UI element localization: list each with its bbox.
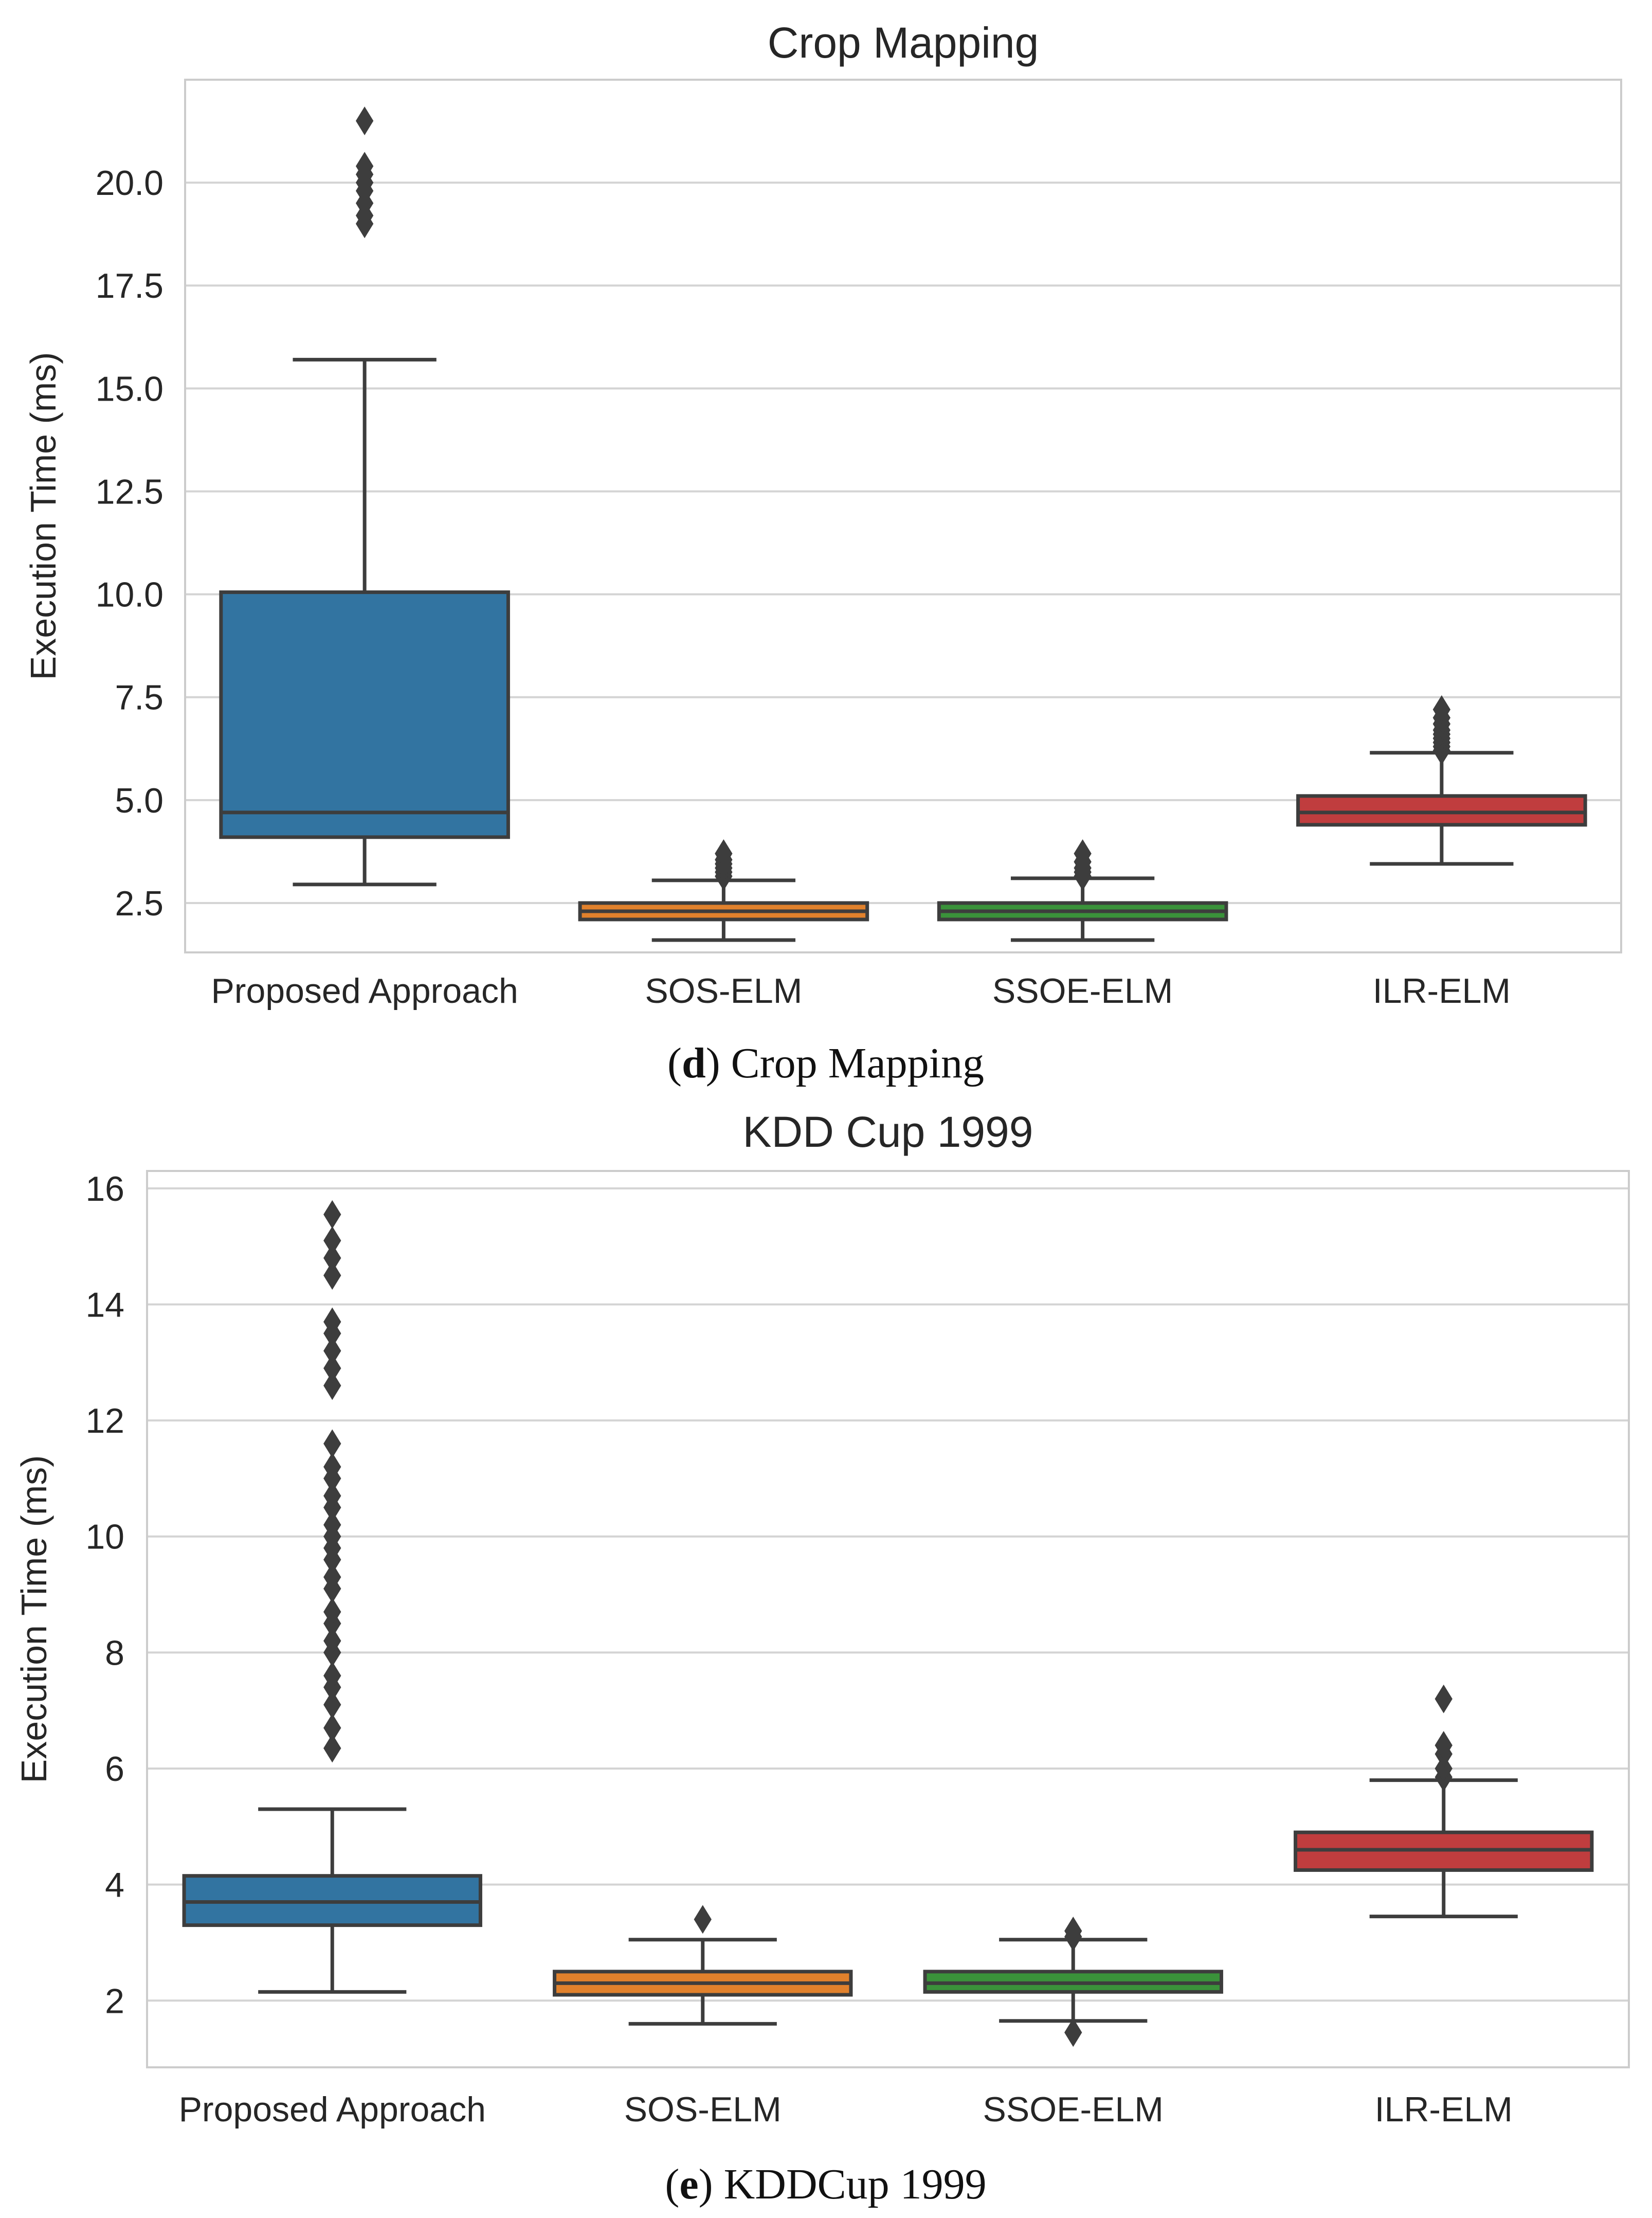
- outlier-point: [1435, 1730, 1453, 1760]
- outlier-point: [323, 1200, 341, 1229]
- y-tick-label: 4: [105, 1866, 124, 1905]
- outlier-point: [323, 1714, 341, 1742]
- chart-title: KDD Cup 1999: [743, 1108, 1033, 1156]
- outlier-point: [323, 1690, 341, 1719]
- outlier-point: [323, 1307, 341, 1337]
- x-tick-label: SSOE-ELM: [983, 2090, 1164, 2129]
- box-ilr-elm: [1294, 1684, 1594, 1919]
- outlier-point: [323, 1481, 341, 1510]
- outlier-point: [323, 1452, 341, 1482]
- y-tick-label: 7.5: [115, 678, 164, 717]
- y-tick-label: 17.5: [96, 266, 164, 305]
- outlier-point: [323, 1354, 341, 1383]
- outlier-point: [323, 1626, 341, 1655]
- y-axis-label: Execution Time (ms): [14, 1455, 54, 1783]
- box-proposed-approach: [219, 106, 510, 887]
- y-tick-label: 2.5: [115, 884, 164, 923]
- y-tick-label: 6: [105, 1750, 124, 1789]
- box-iqr: [219, 590, 510, 839]
- outlier-point: [355, 152, 374, 181]
- chart-title: Crop Mapping: [768, 19, 1039, 67]
- y-tick-label: 15.0: [96, 369, 164, 408]
- outlier-point: [1064, 2018, 1082, 2047]
- box-iqr: [1296, 794, 1587, 827]
- x-tick-label: SOS-ELM: [645, 971, 802, 1011]
- y-tick-label: 2: [105, 1981, 124, 2021]
- outlier-point: [1432, 695, 1451, 724]
- outlier-point: [323, 1226, 341, 1255]
- x-tick-label: Proposed Approach: [179, 2090, 486, 2129]
- y-tick-label: 8: [105, 1633, 124, 1672]
- box-ssoe-elm: [937, 839, 1228, 942]
- box-sos-elm: [578, 839, 869, 942]
- x-tick-label: ILR-ELM: [1375, 2090, 1513, 2129]
- outlier-point: [323, 1597, 341, 1627]
- x-tick-label: SSOE-ELM: [992, 971, 1173, 1011]
- panel-kdd-cup-1999: 2 4 6 8 10 12 14 16 Proposed Approach SOS-ELM SSOE…: [14, 1108, 1630, 2208]
- outlier-point: [323, 1371, 341, 1400]
- outlier-point: [323, 1510, 341, 1540]
- outlier-point: [323, 1336, 341, 1365]
- box-ssoe-elm: [923, 1916, 1223, 2047]
- outlier-point: [323, 1243, 341, 1273]
- y-axis-label: Execution Time (ms): [23, 352, 63, 680]
- outlier-point: [323, 1429, 341, 1458]
- y-tick-label: 20.0: [96, 164, 164, 203]
- y-tick-label: 10.0: [96, 575, 164, 615]
- outlier-point: [1435, 1754, 1453, 1783]
- figure-caption: (e) KDDCup 1999: [665, 2160, 986, 2208]
- outlier-point: [694, 1905, 712, 1934]
- outlier-point: [323, 1734, 341, 1763]
- box-proposed-approach: [182, 1200, 482, 1994]
- plot-frame: [184, 79, 1622, 953]
- y-tick-label: 5.0: [115, 781, 164, 820]
- y-tick-label: 12.5: [96, 472, 164, 511]
- outlier-point: [323, 1562, 341, 1592]
- outlier-point: [1074, 839, 1092, 868]
- outlier-point: [715, 839, 733, 868]
- plot-frame: [146, 1170, 1630, 2068]
- outlier-point: [1064, 1916, 1082, 1945]
- x-tick-label: ILR-ELM: [1373, 971, 1511, 1011]
- box-ilr-elm: [1296, 695, 1587, 866]
- y-tick-label: 14: [85, 1285, 124, 1324]
- box-sos-elm: [553, 1905, 853, 2026]
- outlier-point: [323, 1261, 341, 1290]
- outlier-point: [1435, 1684, 1453, 1714]
- x-tick-label: Proposed Approach: [211, 971, 518, 1011]
- y-tick-label: 10: [85, 1518, 124, 1557]
- x-tick-label: SOS-ELM: [624, 2090, 782, 2129]
- figure-caption: (d) Crop Mapping: [667, 1039, 984, 1087]
- panel-crop-mapping: 2.5 5.0 7.5 10.0 12.5 15.0 17.5 20.0 Proposed Ap…: [23, 19, 1622, 1087]
- outlier-point: [355, 106, 374, 135]
- y-tick-label: 12: [85, 1401, 124, 1440]
- outlier-point: [323, 1661, 341, 1690]
- y-tick-label: 16: [85, 1169, 124, 1209]
